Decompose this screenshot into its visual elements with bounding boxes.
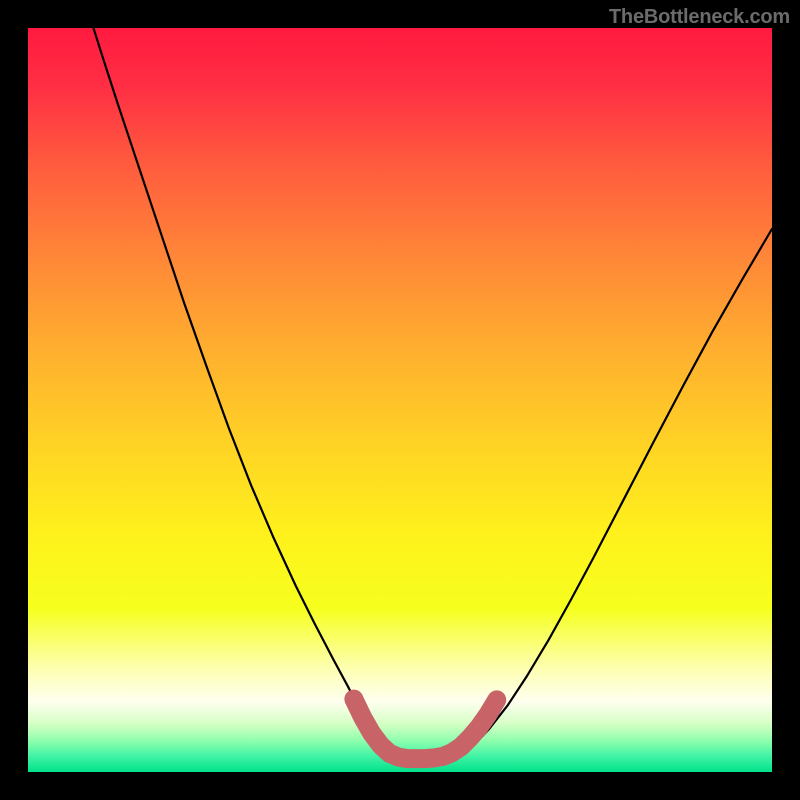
gradient-background: [28, 28, 772, 772]
chart-frame: TheBottleneck.com: [0, 0, 800, 800]
attribution-label: TheBottleneck.com: [609, 6, 790, 29]
bottleneck-plot: [28, 28, 772, 772]
plot-svg: [28, 28, 772, 772]
